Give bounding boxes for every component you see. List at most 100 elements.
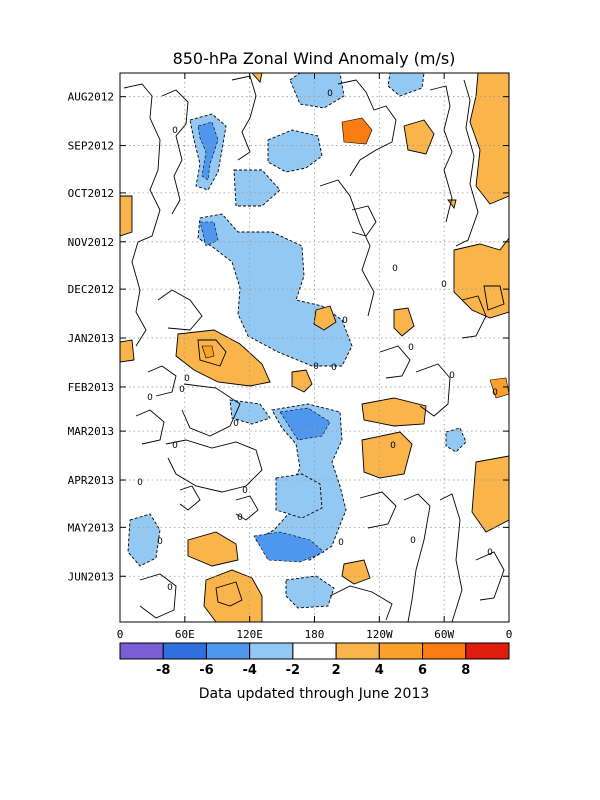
- colorbar-swatch: [292, 642, 337, 660]
- zero-contour-line: [379, 345, 411, 379]
- anomaly-region-neg: [199, 221, 219, 247]
- anomaly-region-pos: [447, 199, 457, 210]
- contour-label-zero: 0: [172, 441, 178, 451]
- colorbar-swatch: [335, 642, 380, 660]
- anomaly-region-neg: [387, 73, 425, 97]
- colorbar-swatch: [249, 642, 294, 660]
- x-tick-label: 0: [117, 628, 124, 641]
- colorbar-label: 8: [461, 663, 470, 678]
- zero-contour-line: [403, 493, 431, 622]
- contour-label-zero: 0: [137, 478, 143, 488]
- zero-contour-line: [135, 409, 165, 445]
- zero-contour-line: [415, 363, 451, 417]
- zero-contour-line: [139, 573, 177, 619]
- x-tick-label: 60E: [175, 628, 195, 641]
- anomaly-region-neg: [275, 473, 323, 519]
- x-tick-label: 120W: [366, 628, 393, 641]
- zero-contour-line: [455, 79, 479, 247]
- colorbar-swatch: [119, 642, 164, 660]
- y-tick-label: NOV2012: [68, 236, 114, 249]
- colorbar-label: -6: [199, 663, 213, 678]
- anomaly-region-pos: [341, 559, 371, 585]
- contour-label-zero: 0: [179, 385, 185, 395]
- zero-contour-line: [147, 365, 177, 397]
- chart-title: 850-hPa Zonal Wind Anomaly (m/s): [173, 49, 456, 68]
- colorbar-label: 4: [375, 663, 384, 678]
- anomaly-regions: [120, 73, 509, 622]
- contour-label-zero: 0: [184, 374, 190, 384]
- y-tick-label: AUG2012: [68, 91, 114, 104]
- anomaly-region-pos: [393, 307, 415, 337]
- zero-contour-line: [429, 85, 453, 223]
- contour-label-zero: 0: [313, 362, 319, 372]
- anomaly-region-neg: [253, 531, 325, 563]
- contour-label-zero: 0: [390, 441, 396, 451]
- zero-contour-line: [235, 495, 259, 521]
- colorbar-label: -2: [286, 663, 300, 678]
- zero-contour-line: [439, 493, 463, 622]
- y-tick-label: OCT2012: [68, 187, 114, 200]
- anomaly-region-neg: [197, 213, 353, 367]
- anomaly-region-pos: [120, 339, 135, 363]
- anomaly-region-neg: [197, 121, 219, 181]
- zero-contour-line: [179, 485, 201, 511]
- contour-label-zero: 0: [242, 486, 248, 496]
- zero-contour-line: [337, 79, 397, 177]
- colorbar-label: -4: [242, 663, 256, 678]
- zero-contour-line: [475, 551, 505, 601]
- zero-contour-line: [461, 295, 487, 339]
- anomaly-region-pos: [120, 195, 133, 237]
- y-tick-label: APR2013: [68, 474, 114, 487]
- anomaly-region-pos: [489, 377, 509, 399]
- anomaly-region-pos: [251, 73, 263, 83]
- zero-contour-line: [351, 205, 377, 237]
- colorbar-label: -8: [156, 663, 170, 678]
- contour-label-zero: 0: [441, 280, 447, 290]
- colorbar-label: 2: [332, 663, 341, 678]
- zero-contour-line: [123, 83, 161, 347]
- anomaly-region-neg: [285, 575, 335, 609]
- anomaly-region-neg: [445, 427, 467, 453]
- anomaly-region-neg: [279, 407, 331, 441]
- contour-label-zero: 0: [233, 419, 239, 429]
- x-tick-label: 0: [506, 628, 513, 641]
- anomaly-region-pos: [201, 345, 215, 359]
- anomaly-region-pos: [483, 285, 505, 311]
- x-axis: 0 60E 120E 180 120W 60W 0: [117, 73, 513, 641]
- contour-label-zero: 0: [492, 388, 498, 398]
- update-note: Data updated through June 2013: [199, 686, 430, 702]
- zero-contour-line: [165, 439, 263, 493]
- contour-label-zero: 0: [410, 536, 416, 546]
- anomaly-region-pos: [187, 531, 239, 567]
- anomaly-region-pos: [471, 455, 509, 533]
- colorbar-swatch: [162, 642, 207, 660]
- contour-label-zero: 0: [338, 538, 344, 548]
- contour-label-zero: 0: [172, 126, 178, 136]
- y-tick-label: FEB2013: [68, 381, 114, 394]
- anomaly-region-neg: [267, 129, 323, 173]
- colorbar-label: 6: [418, 663, 427, 678]
- contour-label-zero: 0: [342, 316, 348, 326]
- anomaly-region-neg: [127, 513, 161, 567]
- anomaly-region-pos: [291, 369, 313, 393]
- anomaly-region-pos: [469, 73, 509, 205]
- contour-label-zero: 0: [408, 343, 414, 353]
- anomaly-region-pos: [361, 397, 427, 427]
- zero-contour-line: [161, 89, 189, 215]
- grid-lines: [120, 73, 509, 622]
- contour-label-zero: 0: [449, 371, 455, 381]
- colorbar-swatch: [378, 642, 424, 660]
- x-tick-label: 120E: [236, 628, 263, 641]
- zero-contour-line: [157, 289, 203, 331]
- y-tick-label: JAN2013: [68, 332, 114, 345]
- contour-label-zero: 0: [331, 363, 337, 373]
- y-tick-label: JUN2013: [68, 570, 114, 583]
- colorbar-swatch: [205, 642, 251, 660]
- y-axis: AUG2012 SEP2012 OCT2012 NOV2012 DEC2012 JAN20…: [68, 91, 509, 583]
- y-tick-label: MAR2013: [68, 425, 114, 438]
- zero-contour-line: [181, 383, 241, 437]
- zero-contour-line: [359, 491, 397, 529]
- zero-contour-line: [329, 585, 393, 621]
